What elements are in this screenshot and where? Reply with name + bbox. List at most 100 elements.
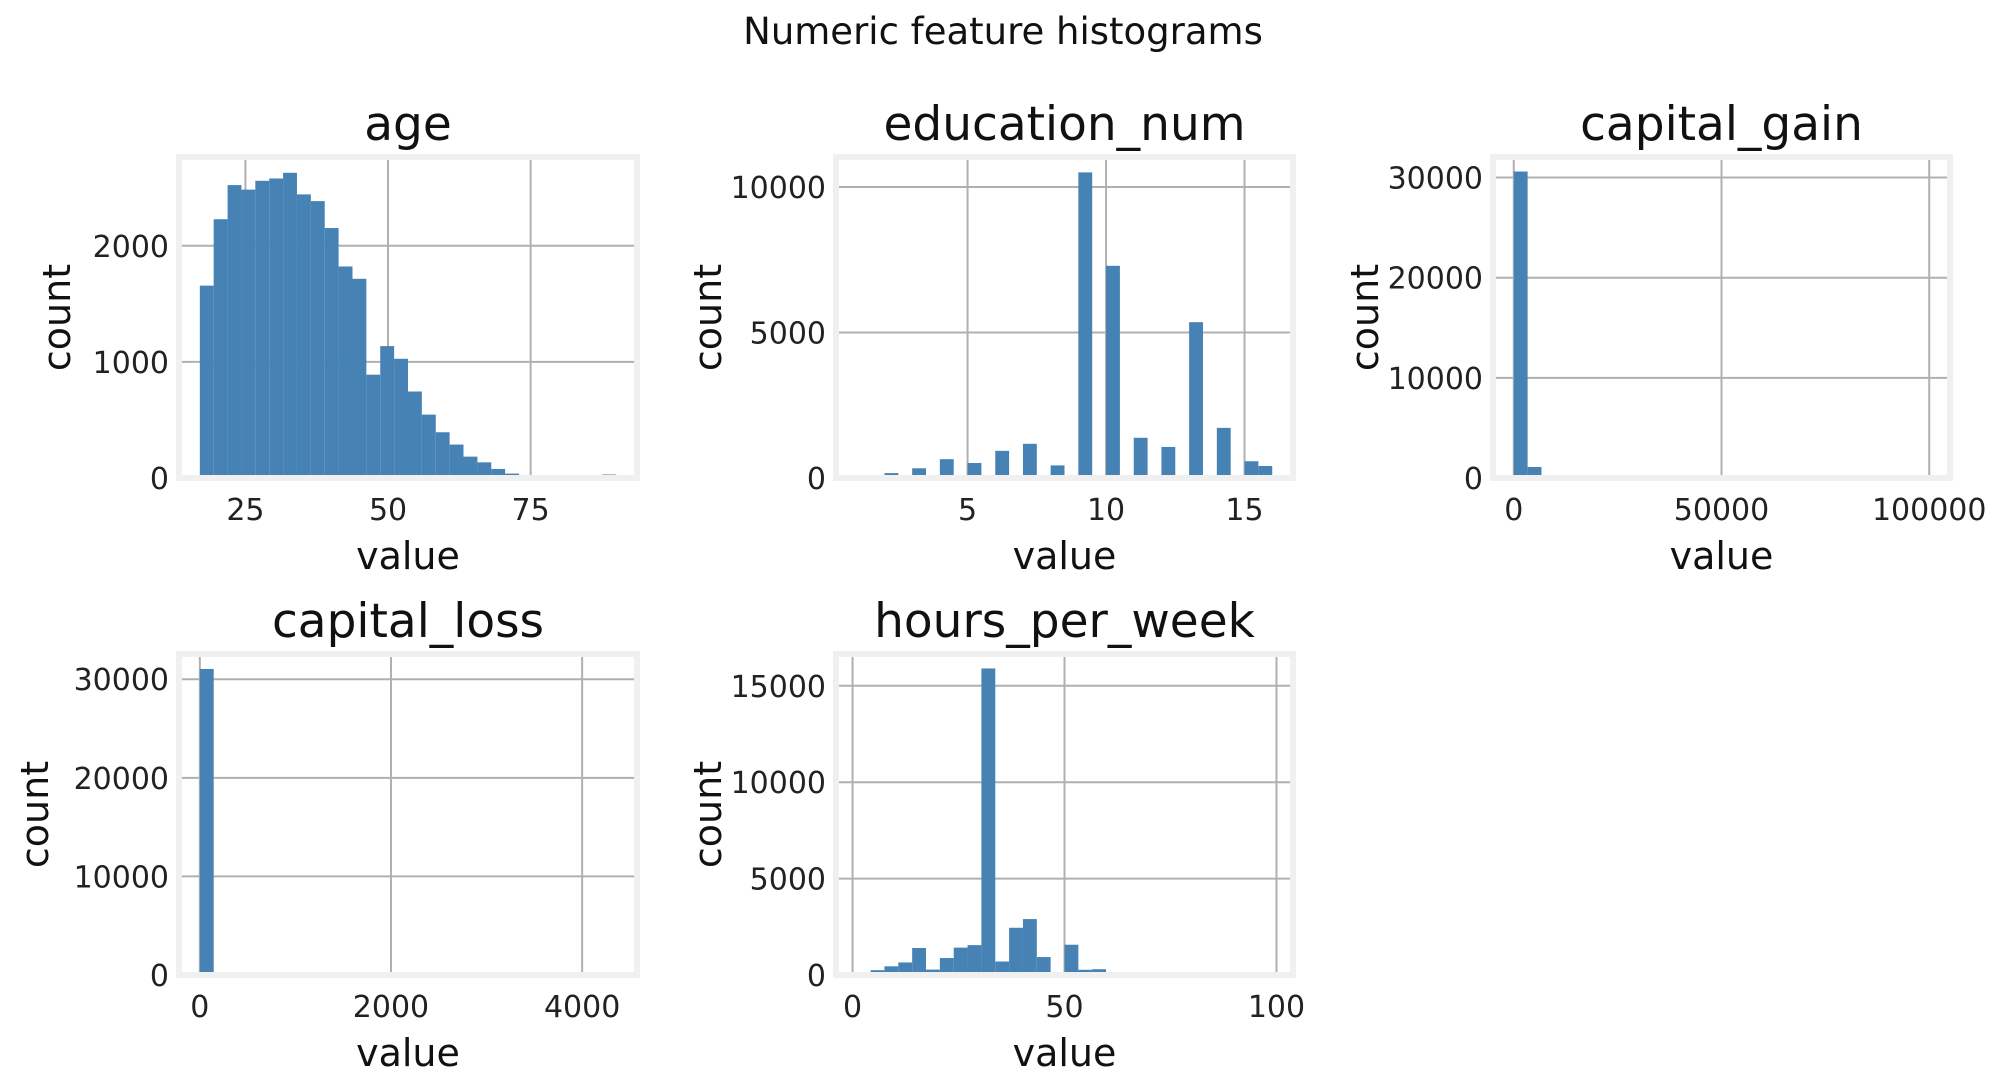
histogram-bar xyxy=(1009,927,1023,975)
histogram-bar xyxy=(449,444,464,478)
axes-frame xyxy=(833,154,1296,481)
y-tick-label: 10000 xyxy=(1388,362,1483,397)
histogram-panel-capital-gain: 0 50000 100000 0 10000 20000 30000 capital_gain… xyxy=(1343,97,1986,578)
figure-suptitle: Numeric feature histograms xyxy=(743,10,1263,53)
histogram-bar xyxy=(939,459,954,478)
axes-frame xyxy=(176,651,640,978)
y-axis-label: count xyxy=(13,761,57,868)
histogram-bar xyxy=(296,194,311,479)
x-tick-label: 50000 xyxy=(1674,493,1769,528)
histogram-bar xyxy=(255,180,270,479)
histogram-bar xyxy=(463,456,478,478)
x-tick-label: 10 xyxy=(1087,493,1125,528)
histogram-bar xyxy=(995,450,1010,478)
y-axis-label: count xyxy=(35,264,79,371)
histogram-bar xyxy=(1513,171,1528,478)
histogram-bar xyxy=(1050,465,1065,478)
histogram-bar xyxy=(380,346,395,478)
histogram-bar xyxy=(213,219,228,479)
x-tick-label: 100 xyxy=(1248,990,1305,1025)
panel-title: education_num xyxy=(883,97,1245,152)
histogram-bar xyxy=(995,961,1010,975)
y-tick-label: 0 xyxy=(807,462,826,497)
histogram-bar xyxy=(1258,465,1273,478)
histogram-bar xyxy=(491,468,506,478)
axes-frame xyxy=(176,154,640,481)
histogram-bar xyxy=(199,668,214,975)
y-axis-label: count xyxy=(686,761,730,868)
histogram-bar xyxy=(1216,427,1231,478)
x-tick-label: 0 xyxy=(1504,493,1523,528)
y-tick-label: 5000 xyxy=(750,863,826,898)
histogram-bar xyxy=(939,958,954,975)
histogram-bar xyxy=(953,947,968,975)
x-tick-label: 0 xyxy=(843,990,862,1025)
axes-frame xyxy=(1490,154,1953,481)
x-axis-label: value xyxy=(356,534,460,578)
histogram-bar xyxy=(310,201,325,479)
histogram-bar xyxy=(477,462,492,478)
histogram-bar xyxy=(1022,443,1037,478)
y-tick-label: 0 xyxy=(807,959,826,994)
y-tick-label: 20000 xyxy=(1388,262,1483,297)
histogram-bar xyxy=(435,432,450,478)
histogram-bar xyxy=(967,945,982,975)
y-tick-label: 1000 xyxy=(93,346,169,381)
histogram-bar xyxy=(1244,461,1259,478)
histogram-bar xyxy=(912,948,927,975)
y-tick-label: 0 xyxy=(1464,462,1483,497)
histogram-bar xyxy=(1022,919,1037,975)
histogram-bar xyxy=(1189,322,1203,478)
y-tick-label: 15000 xyxy=(731,670,826,705)
x-tick-label: 25 xyxy=(226,493,264,528)
histogram-bar xyxy=(912,468,927,478)
histogram-bar xyxy=(1527,466,1542,478)
x-tick-label: 4000 xyxy=(544,990,620,1025)
histogram-bar xyxy=(1161,446,1176,478)
histogram-bar xyxy=(1064,944,1079,975)
histogram-bar xyxy=(421,414,436,478)
panel-title: capital_loss xyxy=(272,594,544,649)
x-tick-label: 75 xyxy=(512,493,550,528)
y-tick-label: 10000 xyxy=(731,171,826,206)
histogram-bar xyxy=(338,266,353,478)
histogram-bar xyxy=(227,185,242,478)
histogram-panel-age: 25 50 75 0 1000 2000 age value count xyxy=(35,97,640,578)
x-axis-label: value xyxy=(1013,1031,1117,1075)
y-tick-label: 10000 xyxy=(74,860,169,895)
y-tick-label: 30000 xyxy=(74,663,169,698)
histogram-bar xyxy=(394,358,408,478)
histogram-bar xyxy=(884,966,899,975)
x-tick-label: 0 xyxy=(190,990,209,1025)
histogram-bar xyxy=(324,228,339,478)
panel-title: capital_gain xyxy=(1580,97,1863,152)
y-tick-label: 20000 xyxy=(74,762,169,797)
histogram-bar xyxy=(408,391,422,478)
y-tick-label: 30000 xyxy=(1388,162,1483,197)
histogram-bar xyxy=(352,278,367,478)
x-tick-label: 50 xyxy=(1045,990,1083,1025)
y-axis-label: count xyxy=(686,264,730,371)
y-tick-label: 0 xyxy=(150,959,169,994)
histogram-bar xyxy=(1106,265,1120,478)
histogram-panel-hours-per-week: 0 50 100 0 5000 10000 15000 hours_per_weekvalue… xyxy=(686,594,1305,1075)
histogram-bar xyxy=(981,668,996,975)
y-axis-label: count xyxy=(1343,264,1387,371)
histogram-bar xyxy=(967,463,982,478)
histogram-bar xyxy=(898,962,913,975)
axes-frame xyxy=(833,651,1296,978)
x-tick-label: 100000 xyxy=(1872,493,1987,528)
x-tick-label: 5 xyxy=(958,493,977,528)
x-axis-label: value xyxy=(1013,534,1117,578)
panel-title: age xyxy=(364,97,452,152)
y-tick-label: 2000 xyxy=(93,230,169,265)
y-tick-label: 10000 xyxy=(731,766,826,801)
histogram-bar xyxy=(283,172,297,478)
y-tick-label: 0 xyxy=(150,462,169,497)
histogram-bar xyxy=(199,285,214,478)
x-axis-label: value xyxy=(356,1031,460,1075)
histogram-bar xyxy=(366,374,381,478)
